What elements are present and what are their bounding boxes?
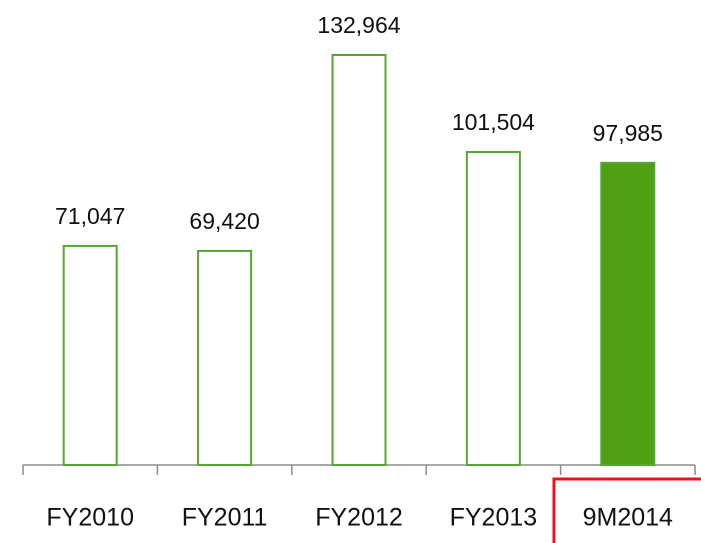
x-tick-label: 9M2014 (583, 504, 673, 532)
x-tick-label: FY2013 (450, 504, 538, 532)
bar (331, 54, 387, 466)
x-tick-label: FY2012 (315, 504, 403, 532)
data-label: 71,047 (55, 203, 125, 229)
x-tick-label: FY2010 (46, 504, 134, 532)
data-label: 97,985 (593, 120, 663, 146)
bar (62, 244, 118, 466)
x-tick-label: FY2011 (182, 504, 268, 532)
highlight-box (552, 477, 701, 543)
bar (197, 249, 253, 466)
data-label: 69,420 (189, 208, 259, 234)
data-label: 101,504 (452, 109, 535, 135)
data-label: 132,964 (317, 12, 400, 38)
bar (465, 151, 521, 466)
bar (600, 161, 656, 466)
